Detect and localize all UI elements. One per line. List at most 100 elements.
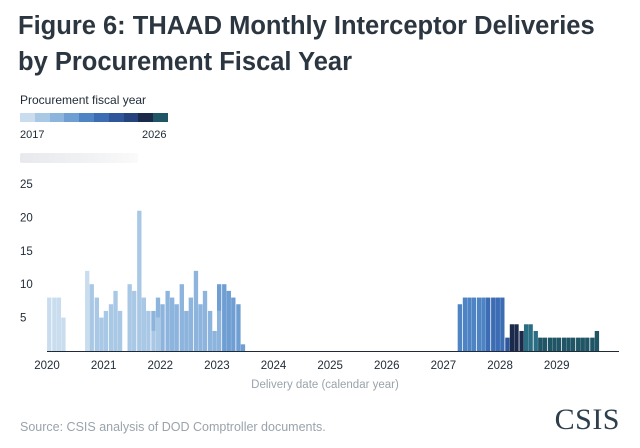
bar-fy2018-2021-96 — [155, 317, 161, 351]
y-tick-label: 15 — [20, 246, 33, 258]
x-tick-label: 2023 — [204, 360, 230, 372]
bar-fy2021-2027-38 — [462, 297, 468, 351]
bar-fy2019-2022-38 — [179, 284, 184, 351]
bar-fy2020-2023-29 — [231, 297, 236, 351]
bar-fy2018-2021-71 — [141, 297, 147, 351]
chart-title: Figure 6: THAAD Monthly Interceptor Deli… — [18, 8, 628, 80]
x-tick-label: 2021 — [91, 360, 117, 372]
bar-fy2021-2027-54 — [471, 297, 477, 351]
legend-swatch-8 — [138, 113, 154, 122]
bar-fy2026-2028-79 — [542, 337, 547, 351]
bar-fy2022-2027-79 — [486, 297, 491, 351]
bar-fy2018-2021-29 — [117, 310, 123, 351]
bar-fy2019-2022-88 — [207, 310, 213, 351]
bar-fy2017-2020-21 — [56, 297, 62, 351]
bar-fy2018-2021-88 — [151, 330, 156, 351]
legend-swatch-3 — [64, 113, 80, 122]
bar-fy2019-2022-79 — [202, 290, 208, 351]
legend-swatch-1 — [34, 113, 50, 122]
chart-title-line1: Figure 6: THAAD Monthly Interceptor Deli… — [18, 12, 595, 40]
bar-fy2017-2020-13 — [52, 297, 57, 351]
x-tick-label: 2029 — [544, 360, 570, 372]
csis-logo: CSIS — [554, 403, 620, 436]
bar-fy2019-2021-88 — [151, 310, 156, 331]
bar-fy2019-2022-63 — [193, 270, 199, 351]
bar-fy2026-2029-29 — [570, 337, 576, 351]
bar-fy2018-2021-46 — [127, 284, 132, 351]
legend-swatch-9 — [153, 113, 168, 122]
bar-fy2018-2020-79 — [89, 284, 94, 351]
bar-fy2019-2022-29 — [174, 304, 179, 351]
bar-fy2020-2023-38 — [236, 304, 241, 351]
bar-fy2026-2028-71 — [538, 337, 543, 351]
bar-fy2026-2028-96 — [552, 337, 557, 351]
bar-fy2024-2028-21 — [509, 324, 515, 351]
bar-fy2022-2027-88 — [491, 297, 496, 351]
bar-fy2019-2023-04 — [217, 310, 222, 351]
bar-fy2018-2020-96 — [99, 317, 104, 351]
legend-color-scale — [20, 113, 168, 122]
bar-fy2020-2023-46 — [240, 344, 246, 351]
bar-fy2018-2020-88 — [94, 297, 100, 351]
bar-fy2022-2028-04 — [500, 297, 505, 351]
bar-fy2026-2029-13 — [561, 337, 567, 351]
bar-fy2019-2022-96 — [212, 330, 217, 351]
legend-min-label: 2017 — [20, 129, 45, 141]
bar-fy2018-2021-21 — [113, 290, 118, 351]
bar-fy2024-2028-38 — [519, 330, 524, 351]
bar-fy2024-2028-29 — [514, 324, 519, 351]
y-tick-label: 5 — [20, 313, 26, 325]
bar-fy2021-2027-71 — [481, 297, 486, 351]
x-tick-label: 2027 — [431, 360, 457, 372]
bar-fy2026-2029-46 — [580, 337, 585, 351]
x-tick-label: 2020 — [34, 360, 60, 372]
bar-fy2026-2029-71 — [594, 330, 600, 351]
bar-fy2026-2029-04 — [556, 337, 562, 351]
bar-fy2019-2022-04 — [160, 304, 165, 351]
bar-fy2018-2021-13 — [108, 304, 114, 351]
legend-title: Procurement fiscal year — [20, 93, 147, 107]
chart-title-line2: by Procurement Fiscal Year — [18, 48, 353, 76]
bar-fy2019-2022-71 — [198, 304, 203, 351]
x-tick-label: 2025 — [317, 360, 343, 372]
x-axis-title: Delivery date (calendar year) — [251, 379, 399, 391]
bar-fy2018-2021-04 — [103, 310, 109, 351]
bar-fy2017-2020-04 — [47, 297, 52, 351]
x-tick-label: 2026 — [374, 360, 400, 372]
bar-fy2021-2027-63 — [476, 297, 482, 351]
bar-fy2022-2027-96 — [495, 297, 500, 351]
bar-fy2017-2020-29 — [61, 317, 66, 351]
x-tick-label: 2024 — [261, 360, 287, 372]
bar-fy2025-2028-54 — [528, 324, 533, 351]
bar-fy2026-2029-54 — [585, 337, 590, 351]
bar-fy2026-2029-38 — [576, 337, 581, 351]
legend-swatch-4 — [79, 113, 94, 122]
legend-swatch-7 — [123, 113, 139, 122]
bar-fy2021-2027-29 — [457, 304, 463, 351]
y-tick-label: 25 — [20, 179, 33, 191]
source-note: Source: CSIS analysis of DOD Comptroller… — [20, 420, 326, 434]
bar-fy2018-2021-79 — [146, 310, 151, 351]
bar-fy2020-2023-04 — [217, 284, 222, 311]
bar-fy2017-2020-71 — [85, 270, 90, 351]
bar-fy2026-2029-21 — [566, 337, 571, 351]
legend-swatch-5 — [93, 113, 109, 122]
blurred-text-strip — [20, 153, 138, 163]
bar-fy2026-2029-63 — [590, 337, 595, 351]
y-tick-label: 10 — [20, 279, 33, 291]
bar-fy2018-2021-54 — [132, 290, 137, 351]
legend-swatch-0 — [20, 113, 35, 122]
y-tick-label: 20 — [20, 212, 33, 224]
legend-max-label: 2026 — [142, 129, 167, 141]
bar-fy2019-2022-21 — [169, 297, 175, 351]
legend-swatch-2 — [49, 113, 65, 122]
bar-fy2019-2022-54 — [188, 297, 194, 351]
bar-fy2019-2021-96 — [155, 297, 161, 318]
bar-fy2026-2028-88 — [547, 337, 553, 351]
bar-fy2020-2023-21 — [226, 290, 231, 351]
x-tick-label: 2028 — [487, 360, 513, 372]
legend-swatch-6 — [108, 113, 124, 122]
x-tick-label: 2022 — [147, 360, 173, 372]
bar-fy2018-2021-63 — [137, 210, 142, 351]
